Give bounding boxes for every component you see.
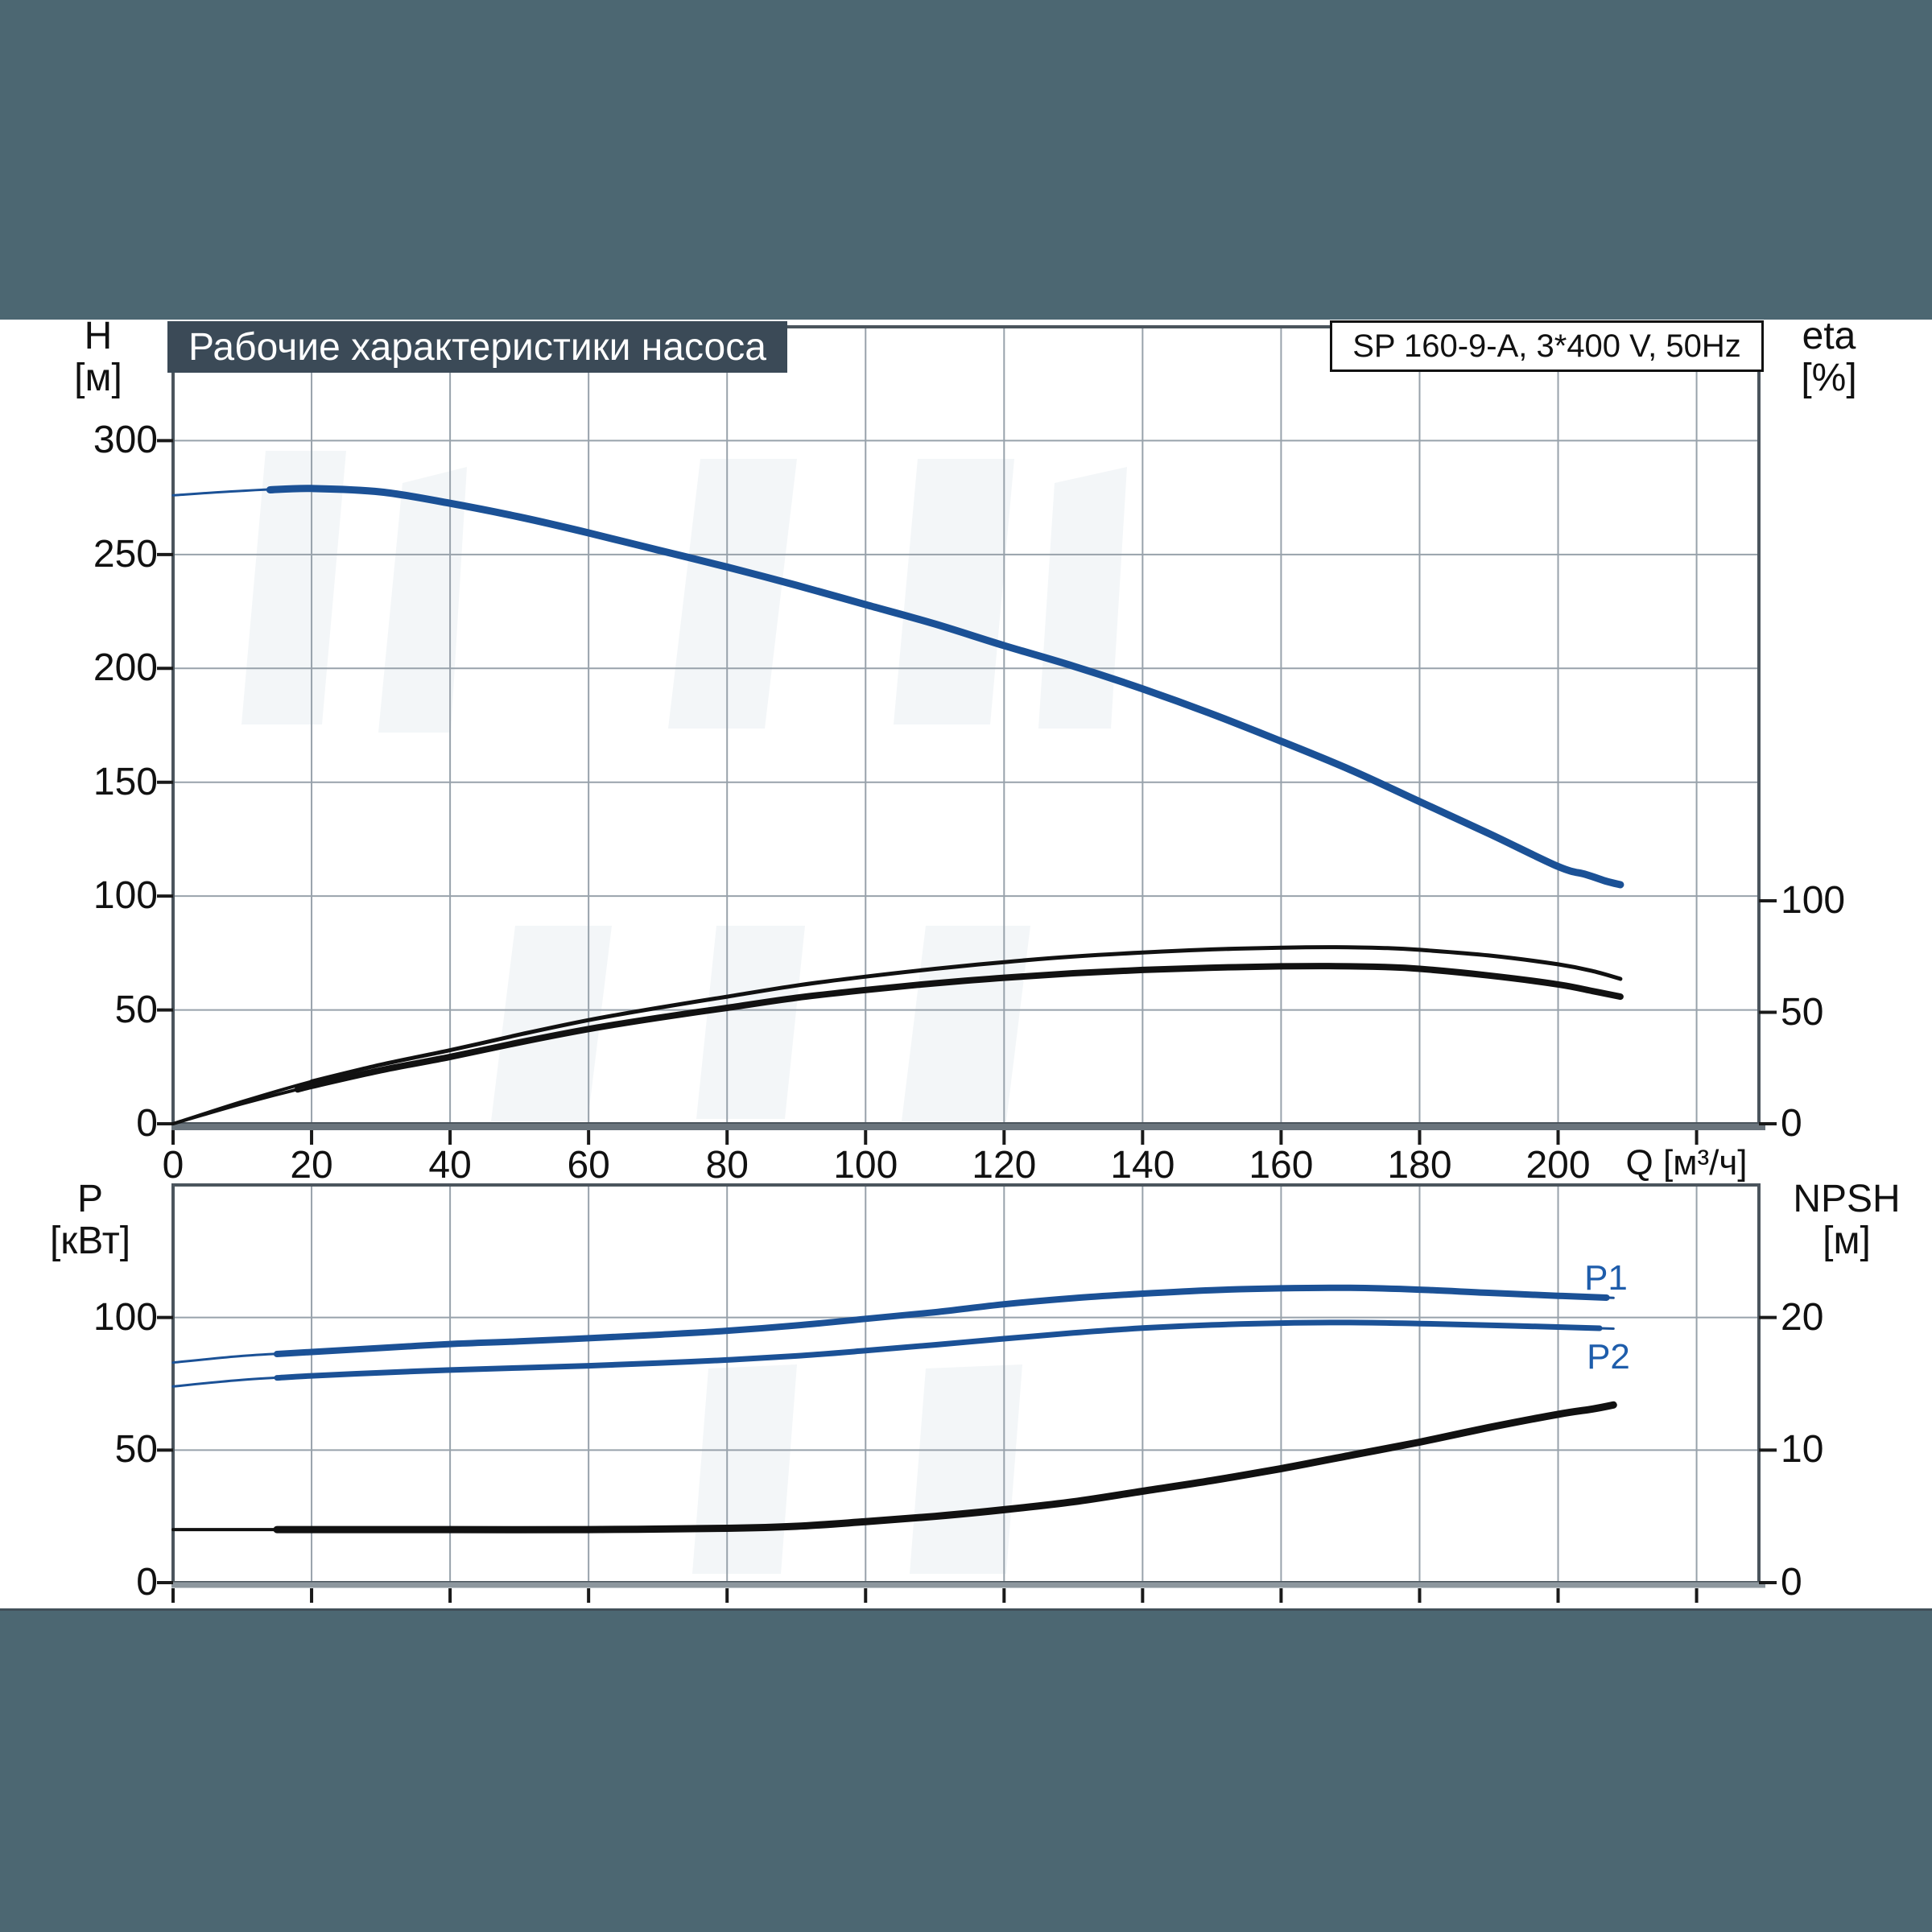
watermark xyxy=(692,1364,797,1574)
chart-title: Рабочие характеристики насоса xyxy=(188,325,766,369)
p1-curve-label: P1 xyxy=(1584,1258,1628,1298)
p-tick-label: 50 xyxy=(114,1428,158,1472)
chart-title-bar: Рабочие характеристики насоса xyxy=(167,321,787,373)
watermark xyxy=(1038,467,1127,729)
q-tick-label: 20 xyxy=(290,1144,333,1187)
q-tick-label: 0 xyxy=(162,1144,184,1187)
eta-axis-label: eta [%] xyxy=(1785,316,1873,399)
eta-axis-symbol: eta xyxy=(1802,315,1856,357)
NPSH-curve-thin xyxy=(171,1403,1616,1532)
q-axis-label: Q [м³/ч] xyxy=(1625,1143,1748,1183)
content-bottom-divider xyxy=(0,1608,1932,1611)
h-tick-label: 250 xyxy=(93,532,158,576)
p-axis-unit: [кВт] xyxy=(49,1220,131,1262)
h-tick-label: 100 xyxy=(93,874,158,918)
eta-tick-label: 50 xyxy=(1781,990,1824,1034)
P2-curve-thin xyxy=(171,1321,1615,1388)
q-tick-label: 140 xyxy=(1110,1144,1175,1187)
q-tick-label: 180 xyxy=(1387,1144,1452,1187)
watermark xyxy=(668,459,797,729)
q-tick-label: 120 xyxy=(972,1144,1037,1187)
h-axis-label: H [м] xyxy=(58,316,138,399)
P1-curve xyxy=(274,1284,1610,1357)
h-tick-label: 150 xyxy=(93,760,158,803)
npsh-axis-label: NPSH [м] xyxy=(1782,1179,1911,1262)
npsh-tick-label: 20 xyxy=(1781,1295,1824,1339)
head-curve xyxy=(266,485,1624,889)
h-tick-label: 50 xyxy=(114,988,158,1031)
watermark xyxy=(910,1364,1022,1574)
q-tick-label: 200 xyxy=(1525,1144,1591,1187)
eta-tick-label: 0 xyxy=(1781,1102,1802,1145)
h-tick-label: 0 xyxy=(136,1102,158,1145)
eta-upper-curve xyxy=(309,945,1623,1084)
P2-curve xyxy=(274,1319,1603,1381)
p-axis-symbol: P xyxy=(76,1178,103,1220)
watermark xyxy=(696,926,805,1119)
p-tick-label: 0 xyxy=(136,1561,158,1604)
npsh-axis-symbol: NPSH xyxy=(1793,1178,1901,1220)
NPSH-curve xyxy=(273,1401,1617,1534)
h-axis-unit: [м] xyxy=(74,357,122,399)
pump-model-text: SP 160-9-A, 3*400 V, 50Hz xyxy=(1352,328,1741,364)
watermark xyxy=(242,451,346,724)
pump-model-badge: SP 160-9-A, 3*400 V, 50Hz xyxy=(1330,320,1764,372)
p-axis-label: P [кВт] xyxy=(46,1179,134,1262)
q-tick-label: 160 xyxy=(1249,1144,1314,1187)
npsh-axis-unit: [м] xyxy=(1823,1220,1871,1262)
p-tick-label: 100 xyxy=(93,1295,158,1339)
eta-tick-label: 100 xyxy=(1781,879,1846,922)
q-tick-label: 80 xyxy=(705,1144,749,1187)
eta-axis-unit: [%] xyxy=(1801,357,1857,399)
q-tick-label: 40 xyxy=(428,1144,472,1187)
npsh-tick-label: 0 xyxy=(1781,1561,1802,1604)
npsh-tick-label: 10 xyxy=(1781,1428,1824,1472)
h-tick-label: 300 xyxy=(93,419,158,462)
watermark xyxy=(902,926,1030,1121)
watermark xyxy=(894,459,1014,724)
watermark xyxy=(378,467,467,733)
h-tick-label: 200 xyxy=(93,646,158,690)
h-axis-symbol: H xyxy=(84,315,113,357)
q-tick-label: 60 xyxy=(567,1144,610,1187)
eta-lower-curve xyxy=(294,963,1624,1093)
p2-curve-label: P2 xyxy=(1587,1337,1630,1377)
watermark xyxy=(491,926,612,1121)
q-tick-label: 100 xyxy=(833,1144,898,1187)
